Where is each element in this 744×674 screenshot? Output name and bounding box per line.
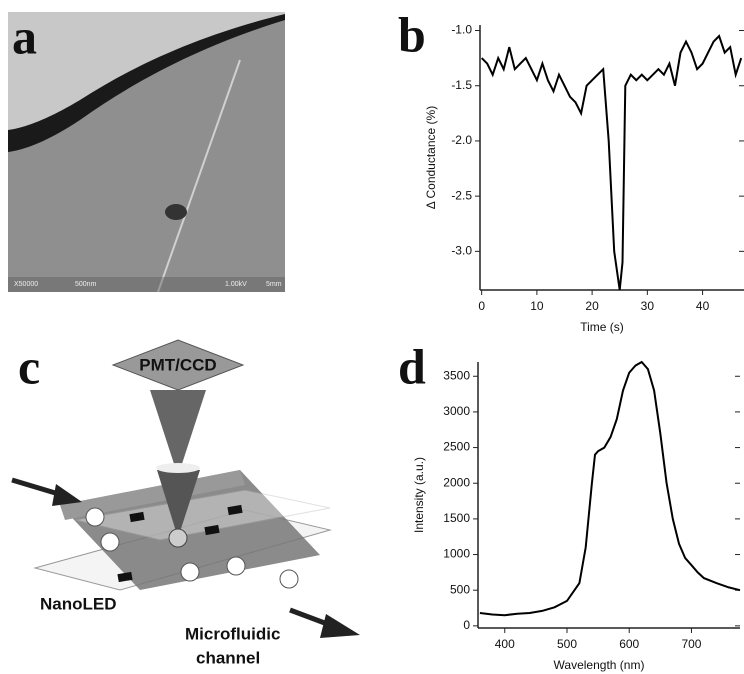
- y-axis-title: Intensity (a.u.): [412, 457, 426, 533]
- led-pad: [129, 511, 145, 523]
- diagram-label: Microfluidic: [185, 624, 280, 643]
- x-tick-label: 40: [696, 299, 710, 313]
- y-tick-label: 3000: [443, 404, 470, 418]
- y-tick-label: -1.5: [451, 78, 472, 92]
- diagram-label: PMT/CCD: [139, 355, 216, 374]
- x-tick-label: 20: [585, 299, 599, 313]
- x-axis-title: Wavelength (nm): [554, 658, 645, 672]
- detector: [111, 339, 245, 391]
- light-cone-lower: [157, 470, 200, 538]
- arrow-in: [11, 477, 63, 498]
- y-tick-label: 1500: [443, 511, 470, 525]
- data-line: [480, 34, 743, 291]
- y-tick-label: 3500: [443, 368, 470, 382]
- diagram-label: channel: [196, 648, 260, 667]
- y-tick-label: 2000: [443, 475, 470, 489]
- particle: [168, 528, 188, 548]
- panel-letter: a: [12, 8, 37, 64]
- sem-image: X50000 500nm 1.00kV 5mm: [8, 12, 285, 293]
- y-tick-label: 1000: [443, 547, 470, 561]
- particle: [180, 562, 200, 582]
- y-tick-label: -3.0: [451, 244, 472, 258]
- particle: [279, 569, 299, 589]
- led-pad: [227, 504, 243, 516]
- x-tick-label: 10: [530, 299, 544, 313]
- arrow-out: [289, 607, 331, 628]
- x-tick-label: 700: [681, 637, 701, 651]
- panel-letter: b: [398, 6, 426, 62]
- y-axis-title: Δ Conductance (%): [424, 106, 438, 209]
- x-tick-label: 0: [478, 299, 485, 313]
- light-cone-upper: [150, 390, 206, 470]
- arrow-in-head: [52, 484, 82, 506]
- x-tick-label: 400: [495, 637, 515, 651]
- particle: [226, 556, 246, 576]
- sem-bright-band: [8, 12, 285, 130]
- lens: [156, 463, 200, 473]
- x-tick-label: 500: [557, 637, 577, 651]
- particle: [85, 507, 105, 527]
- charts: -1.0 -1.5 -2.0 -2.5 -3.0 0 10 20 30 40 Time (s) Δ C…: [412, 23, 744, 672]
- x-axis-title: Time (s): [580, 320, 624, 334]
- led-pad: [117, 571, 133, 583]
- sem-label: X50000: [14, 281, 38, 288]
- diagram-label: NanoLED: [40, 594, 117, 613]
- particle: [100, 532, 120, 552]
- arrow-out-head: [320, 614, 360, 638]
- sem-info-bar: [8, 277, 285, 292]
- y-tick-label: 500: [450, 582, 470, 596]
- x-tick-label: 600: [619, 637, 639, 651]
- diagram: PMT/CCD NanoLED Microfluidic channel: [11, 339, 360, 667]
- panel-letter: c: [18, 338, 40, 394]
- nanowire: [157, 59, 241, 293]
- sem-label: 500nm: [75, 281, 97, 288]
- particle: [165, 204, 187, 220]
- y-tick-label: -2.0: [451, 133, 472, 147]
- y-tick-label: 0: [463, 618, 470, 632]
- sem-label: 5mm: [266, 281, 282, 288]
- y-tick-label: -2.5: [451, 188, 472, 202]
- x-tick-label: 30: [641, 299, 655, 313]
- panel-letter: d: [398, 338, 426, 394]
- channel-top: [60, 470, 245, 520]
- y-tick-label: -1.0: [451, 23, 472, 37]
- data-line: [479, 360, 741, 617]
- led-pad: [204, 524, 220, 536]
- y-tick-label: 2500: [443, 440, 470, 454]
- sem-label: 1.00kV: [225, 281, 247, 288]
